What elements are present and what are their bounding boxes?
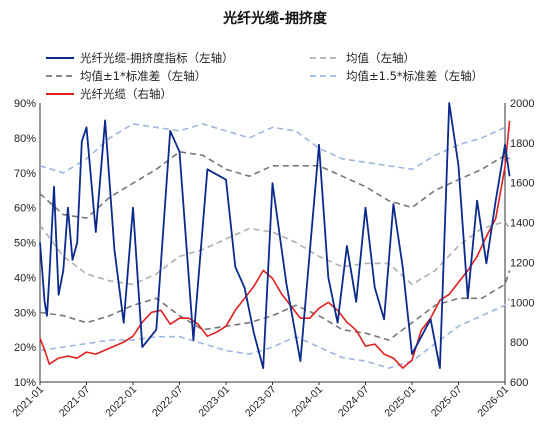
y-right-tick-label: 2000 <box>510 98 534 110</box>
x-tick-label: 2024-07 <box>336 384 372 420</box>
y-left-tick-label: 30% <box>14 307 36 319</box>
x-tick-label: 2025-07 <box>429 384 465 420</box>
legend-label-crowding: 光纤光缆-拥挤度指标（左轴） <box>80 51 234 65</box>
x-tick-label: 2025-01 <box>382 384 418 420</box>
legend-label-sd1: 均值±1*标准差（左轴） <box>80 69 206 83</box>
x-tick-label: 2023-01 <box>196 384 232 420</box>
y-left-tick-label: 20% <box>14 342 36 354</box>
y-right-tick-label: 1200 <box>510 257 534 269</box>
y-left-tick-label: 80% <box>14 133 36 145</box>
y-right-tick-label: 600 <box>510 377 528 389</box>
series-line-crowding <box>39 102 511 369</box>
series-line-mean <box>39 220 511 286</box>
chart-title: 光纤光缆-拥挤度 <box>222 10 328 27</box>
plot-area <box>39 102 511 369</box>
series-line-sd15-lower <box>39 297 511 369</box>
x-tick-label: 2026-01 <box>475 384 511 420</box>
x-tick-label: 2024-01 <box>289 384 325 420</box>
y-left-tick-label: 70% <box>14 168 36 180</box>
legend: 光纤光缆-拥挤度指标（左轴） 均值（左轴） 均值±1*标准差（左轴） 均值±1.… <box>46 51 483 101</box>
x-tick-label: 2021-07 <box>57 384 93 420</box>
y-right-tick-label: 1400 <box>510 218 534 230</box>
x-tick-label: 2023-07 <box>243 384 279 420</box>
series-line-price <box>39 120 511 369</box>
legend-label-price: 光纤光缆（右轴） <box>80 87 172 101</box>
y-right-tick-label: 800 <box>510 337 528 349</box>
y-left-tick-label: 60% <box>14 203 36 215</box>
y-right-tick-label: 1800 <box>510 138 534 150</box>
legend-label-sd15: 均值±1.5*标准差（左轴） <box>346 69 483 83</box>
legend-label-mean: 均值（左轴） <box>346 51 415 65</box>
y-left-tick-label: 10% <box>14 377 36 389</box>
y-right-tick-label: 1000 <box>510 297 534 309</box>
y-right-tick-label: 1600 <box>510 178 534 190</box>
x-tick-label: 2022-01 <box>103 384 139 420</box>
y-left-tick-label: 90% <box>14 98 36 110</box>
y-left-tick-label: 50% <box>14 238 36 250</box>
y-left-tick-label: 40% <box>14 272 36 284</box>
x-tick-label: 2022-07 <box>150 384 186 420</box>
